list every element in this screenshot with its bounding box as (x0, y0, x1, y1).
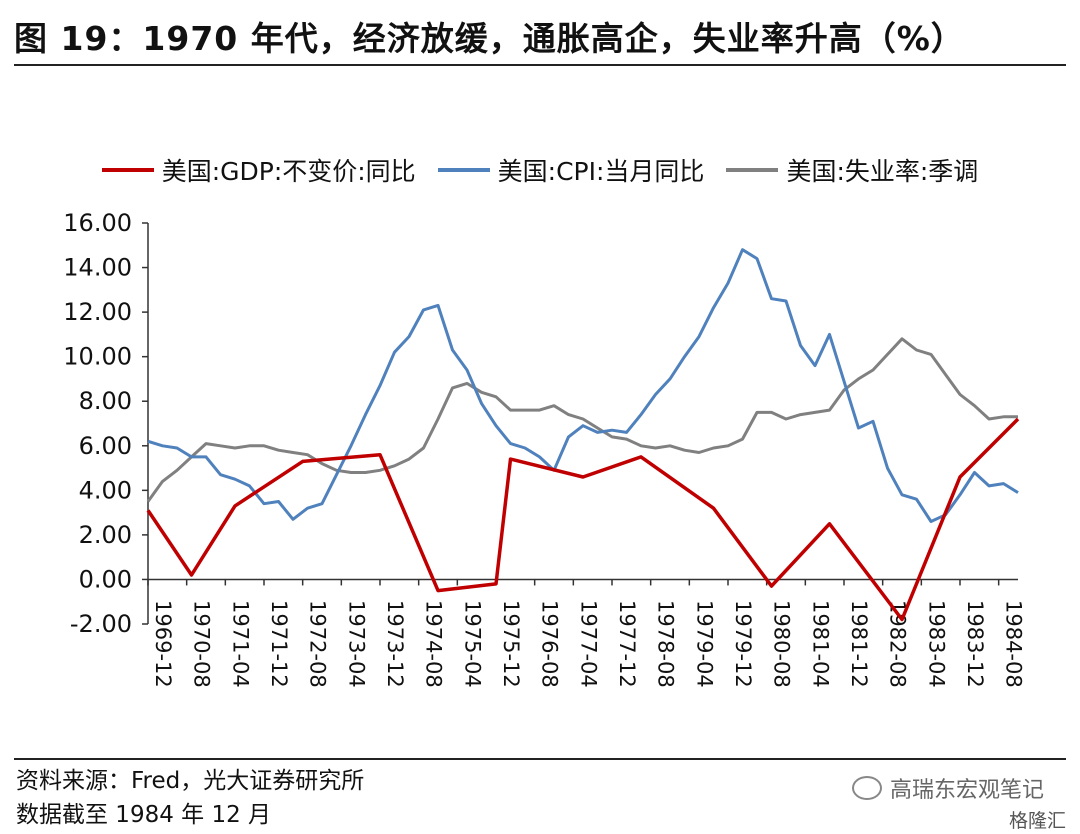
x-tick-label: 1973-12 (383, 600, 407, 688)
source-line: 资料来源：Fred，光大证券研究所 (16, 768, 365, 794)
x-tick-label: 1970-08 (190, 600, 214, 688)
legend-swatch-unemployment (726, 168, 779, 172)
y-tick-label: 0.00 (79, 565, 132, 593)
x-tick-label: 1981-12 (847, 600, 871, 688)
x-tick-label: 1977-12 (615, 600, 639, 688)
legend-item-gdp: 美国:GDP:不变价:同比 (101, 152, 416, 188)
source-note: 资料来源：Fred，光大证券研究所 数据截至 1984 年 12 月 (16, 764, 364, 832)
data-cutoff-line: 数据截至 1984 年 12 月 (16, 802, 272, 828)
watermark: 高瑞东宏观笔记 (851, 772, 1044, 804)
x-tick-label: 1980-08 (770, 600, 794, 688)
chart-legend: 美国:GDP:不变价:同比 美国:CPI:当月同比 美国:失业率:季调 (0, 152, 1080, 188)
x-tick-label: 1984-08 (1002, 600, 1026, 688)
x-tick-label: 1972-08 (306, 600, 330, 688)
unemployment-series-line (146, 337, 1018, 503)
legend-label-cpi: 美国:CPI:当月同比 (497, 157, 705, 186)
x-tick-label: 1979-12 (731, 600, 755, 688)
watermark-text: 高瑞东宏观笔记 (889, 778, 1044, 803)
x-tick-label: 1979-04 (692, 600, 716, 688)
y-tick-label: 8.00 (79, 387, 132, 415)
watermark-sub: 格隆汇 (1008, 810, 1066, 832)
x-tick-label: 1973-04 (344, 600, 368, 688)
x-tick-label: 1976-08 (538, 600, 562, 688)
page-title: 图 19：1970 年代，经济放缓，通胀高企，失业率升高（%） (14, 19, 965, 58)
legend-item-cpi: 美国:CPI:当月同比 (437, 152, 705, 188)
x-tick-label: 1971-04 (228, 600, 252, 688)
x-tick-label: 1969-12 (151, 600, 175, 688)
y-tick-label: 12.00 (63, 298, 132, 326)
x-tick-label: 1983-04 (924, 600, 948, 688)
title-divider (14, 64, 1066, 66)
x-tick-label: 1977-04 (576, 600, 600, 688)
legend-swatch-cpi (437, 168, 490, 172)
legend-swatch-gdp (101, 168, 154, 172)
y-tick-label: 16.00 (63, 209, 132, 237)
x-tick-label: 1974-08 (422, 600, 446, 688)
y-tick-label: 4.00 (79, 476, 132, 504)
x-tick-label: 1978-08 (654, 600, 678, 688)
gdp-series-line (146, 417, 1020, 622)
x-tick-label: 1975-04 (460, 600, 484, 688)
x-tick-label: 1981-04 (808, 600, 832, 688)
y-tick-label: 6.00 (79, 432, 132, 460)
y-tick-label: 14.00 (63, 254, 132, 282)
x-tick-label: 1971-12 (267, 600, 291, 688)
y-tick-label: 2.00 (79, 521, 132, 549)
legend-label-gdp: 美国:GDP:不变价:同比 (161, 157, 416, 186)
legend-item-unemployment: 美国:失业率:季调 (726, 152, 978, 188)
footer-divider (14, 758, 1066, 760)
x-tick-label: 1983-12 (963, 600, 987, 688)
cpi-series-line (147, 248, 1019, 523)
wechat-icon (851, 776, 882, 800)
y-tick-label: 10.00 (63, 343, 132, 371)
y-tick-label: -2.00 (70, 610, 132, 638)
legend-label-unemployment: 美国:失业率:季调 (786, 157, 979, 186)
x-tick-label: 1975-12 (499, 600, 523, 688)
